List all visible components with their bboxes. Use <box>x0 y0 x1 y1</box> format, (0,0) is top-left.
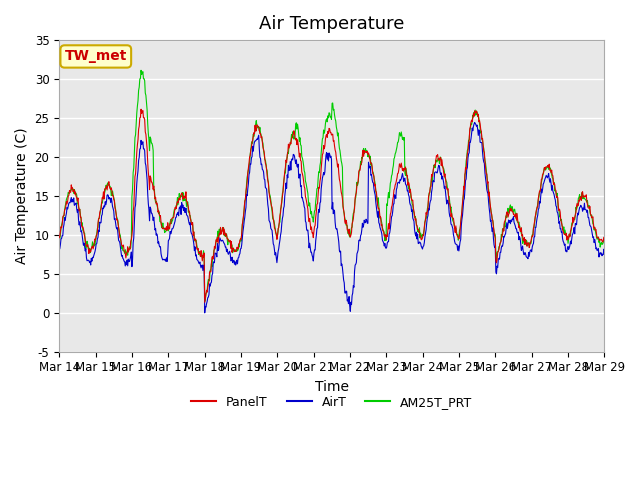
AirT <box>201 310 209 316</box>
AM25T_PRT <box>115 225 122 230</box>
Y-axis label: Air Temperature (C): Air Temperature (C) <box>15 128 29 264</box>
AM25T_PRT <box>201 299 209 304</box>
AM25T_PRT <box>467 121 475 127</box>
AM25T_PRT <box>527 240 535 246</box>
Line: AirT: AirT <box>59 122 604 313</box>
Title: Air Temperature: Air Temperature <box>259 15 404 33</box>
PanelT <box>527 238 535 244</box>
Line: PanelT: PanelT <box>59 109 604 302</box>
AirT <box>197 265 205 271</box>
PanelT <box>198 252 205 257</box>
X-axis label: Time: Time <box>315 380 349 394</box>
PanelT <box>137 107 145 112</box>
Text: TW_met: TW_met <box>65 49 127 63</box>
AirT <box>115 238 122 243</box>
AM25T_PRT <box>55 238 63 244</box>
AM25T_PRT <box>137 67 145 73</box>
PanelT <box>201 300 209 305</box>
AM25T_PRT <box>289 133 297 139</box>
AirT <box>289 157 296 163</box>
PanelT <box>600 238 608 244</box>
PanelT <box>115 225 122 230</box>
AM25T_PRT <box>198 252 205 258</box>
Line: AM25T_PRT: AM25T_PRT <box>59 70 604 301</box>
PanelT <box>467 119 475 125</box>
AirT <box>444 197 452 203</box>
PanelT <box>289 132 297 137</box>
PanelT <box>445 194 452 200</box>
AM25T_PRT <box>445 193 452 199</box>
Legend: PanelT, AirT, AM25T_PRT: PanelT, AirT, AM25T_PRT <box>186 391 477 414</box>
PanelT <box>55 235 63 240</box>
AirT <box>55 247 63 252</box>
AirT <box>471 120 479 125</box>
AM25T_PRT <box>600 236 608 242</box>
AirT <box>600 248 608 253</box>
AirT <box>527 247 535 253</box>
AirT <box>467 139 474 145</box>
